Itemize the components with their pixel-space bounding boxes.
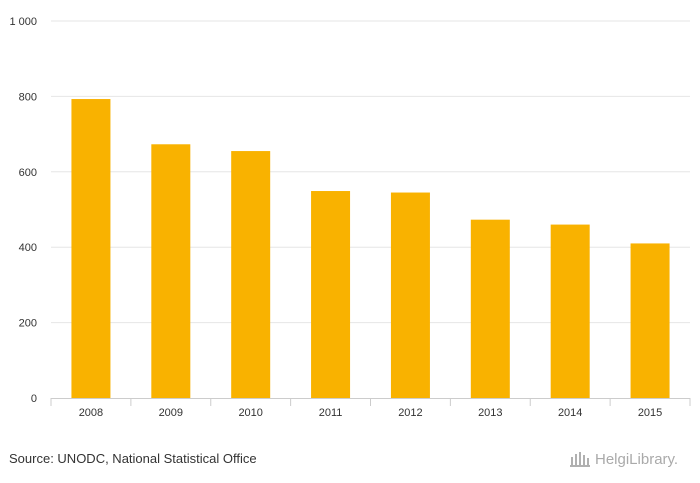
x-tick-label: 2008	[79, 407, 103, 419]
y-tick-label: 800	[19, 91, 37, 103]
bar-2009	[151, 144, 191, 398]
bar-2008	[71, 99, 111, 398]
source-note: Source: UNODC, National Statistical Offi…	[9, 451, 257, 466]
logo-text: HelgiLibrary.	[595, 450, 679, 468]
bar-2011	[311, 191, 351, 398]
x-tick-label: 2012	[398, 407, 422, 419]
x-tick-label: 2011	[319, 407, 343, 419]
x-tick-label: 2014	[558, 407, 582, 419]
x-tick-label: 2009	[159, 407, 183, 419]
bar-2012	[390, 192, 430, 398]
y-tick-label: 600	[19, 167, 37, 179]
y-axis-ticks: 0 200 400 600 800 1 000	[9, 16, 37, 405]
helgi-library-logo: HelgiLibrary.	[569, 448, 678, 470]
x-tick-label: 2015	[638, 407, 662, 419]
bar-2014	[550, 224, 590, 398]
bar-2015	[630, 243, 670, 398]
bar-2013	[470, 219, 510, 398]
gridlines	[51, 20, 690, 324]
library-building-icon	[570, 452, 590, 467]
x-tick-label: 2013	[478, 407, 502, 419]
x-tick-label: 2010	[238, 407, 262, 419]
y-tick-label: 200	[19, 318, 37, 330]
bar-2010	[231, 151, 271, 398]
bars	[71, 99, 670, 398]
y-tick-label: 0	[31, 393, 37, 405]
x-axis-ticks: 2008 2009 2010 2011 2012 2013 2014 2015	[50, 398, 691, 419]
y-tick-label: 1 000	[9, 16, 37, 28]
y-tick-label: 400	[19, 242, 37, 254]
